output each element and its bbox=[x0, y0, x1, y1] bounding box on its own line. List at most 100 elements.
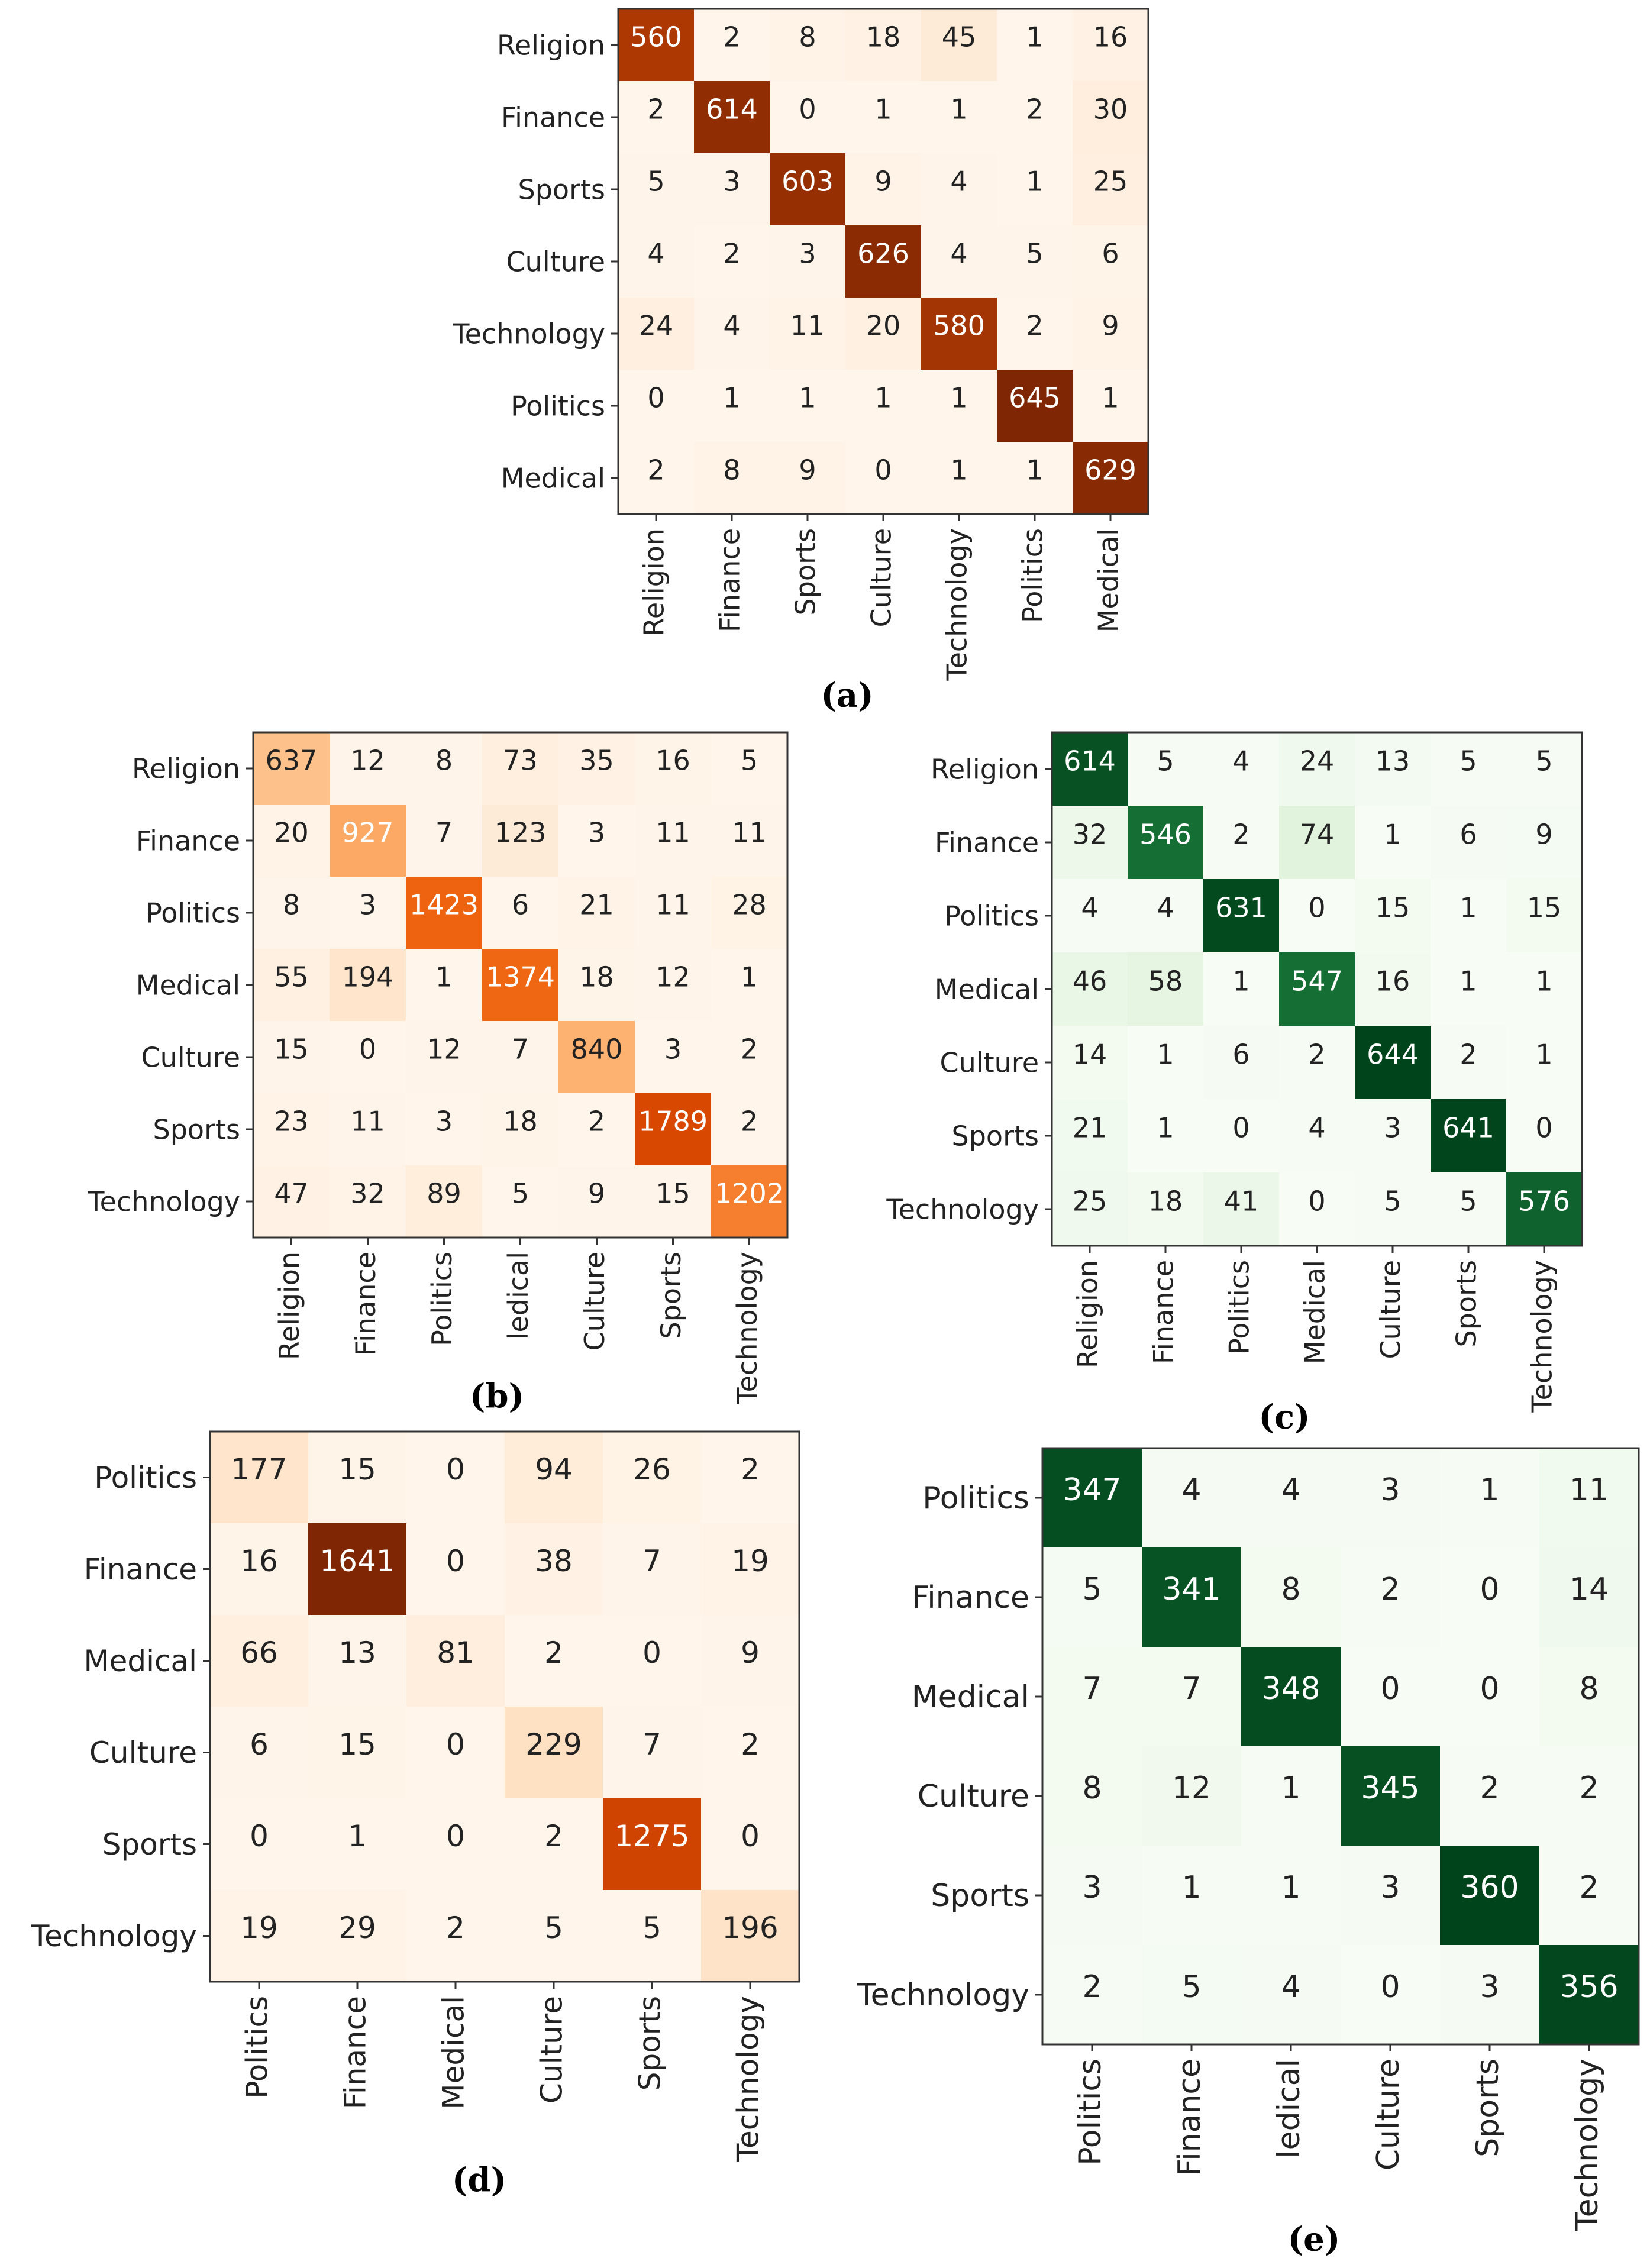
cell-value-label: 4 bbox=[723, 310, 740, 342]
cell-value-label: 4 bbox=[647, 238, 664, 270]
cell-value-label: 0 bbox=[799, 93, 816, 125]
cell-value-label: 21 bbox=[1073, 1112, 1107, 1144]
heatmap-cell bbox=[635, 1165, 711, 1238]
heatmap-cell bbox=[1440, 1746, 1539, 1846]
cell-value-label: 19 bbox=[240, 1911, 278, 1945]
heatmap-cell bbox=[711, 1165, 787, 1238]
heatmap-cell bbox=[1440, 1448, 1539, 1547]
plot-frame bbox=[1041, 1447, 1640, 2046]
heatmap-cell bbox=[635, 949, 711, 1021]
heatmap-cell bbox=[711, 1021, 787, 1093]
heatmap-cell bbox=[1341, 1945, 1440, 2044]
cell-value-label: 20 bbox=[274, 817, 309, 849]
cell-value-label: 18 bbox=[579, 961, 614, 993]
cell-value-label: 580 bbox=[933, 310, 985, 342]
y-tick-label-politics: Politics bbox=[922, 1481, 1029, 1516]
cell-value-label: 15 bbox=[656, 1178, 690, 1210]
x-tick-label-religion: Religion bbox=[638, 528, 670, 637]
cell-value-label: 14 bbox=[1570, 1572, 1609, 1607]
cell-value-label: 1 bbox=[1460, 965, 1477, 997]
heatmap-cell bbox=[210, 1798, 308, 1890]
cell-value-label: 5 bbox=[1082, 1572, 1102, 1607]
cell-value-label: 0 bbox=[446, 1452, 465, 1487]
cell-value-label: 16 bbox=[1375, 965, 1410, 997]
x-tick-label-sports: Sports bbox=[1470, 2059, 1506, 2157]
cell-value-label: 41 bbox=[1224, 1185, 1259, 1217]
y-tick-label-culture: Culture bbox=[918, 1779, 1029, 1814]
cell-value-label: 5 bbox=[1460, 1185, 1477, 1217]
cell-value-label: 2 bbox=[1026, 310, 1043, 342]
cell-value-label: 2 bbox=[647, 93, 664, 125]
cell-value-label: 927 bbox=[342, 817, 394, 849]
heatmap-cell bbox=[603, 1707, 701, 1798]
cell-value-label: 1 bbox=[1535, 965, 1552, 997]
cell-value-label: 0 bbox=[1480, 1572, 1499, 1607]
cell-value-label: 645 bbox=[1009, 382, 1061, 414]
cell-value-label: 5 bbox=[544, 1911, 563, 1945]
cell-value-label: 3 bbox=[1380, 1472, 1400, 1508]
cell-value-label: 28 bbox=[732, 889, 767, 921]
heatmap-cell bbox=[330, 949, 406, 1021]
cell-value-label: 4 bbox=[1181, 1472, 1201, 1508]
cell-value-label: 1 bbox=[741, 961, 758, 993]
heatmap-cell bbox=[635, 732, 711, 805]
heatmap-cell bbox=[253, 1093, 330, 1165]
cell-value-label: 15 bbox=[338, 1452, 376, 1487]
heatmap-cell bbox=[406, 1890, 505, 1982]
cell-value-label: 9 bbox=[1535, 819, 1552, 851]
heatmap-cell bbox=[997, 298, 1073, 370]
cell-value-label: 8 bbox=[723, 454, 740, 486]
cell-value-label: 18 bbox=[503, 1106, 538, 1138]
heatmap-cell bbox=[1128, 732, 1203, 806]
cell-value-label: 29 bbox=[338, 1911, 376, 1945]
y-tick-label-finance: Finance bbox=[912, 1580, 1029, 1616]
cell-value-label: 2 bbox=[723, 238, 740, 270]
heatmap-cell bbox=[406, 1615, 505, 1707]
heatmap-cell bbox=[406, 1093, 482, 1165]
heatmap-cell bbox=[1128, 1099, 1203, 1172]
heatmap-cell bbox=[1539, 1846, 1639, 1945]
cell-value-label: 1423 bbox=[409, 889, 479, 921]
cell-value-label: 5 bbox=[741, 745, 758, 777]
heatmap-cell bbox=[845, 370, 921, 442]
heatmap-cell bbox=[694, 442, 770, 514]
heatmap-cell bbox=[711, 949, 787, 1021]
cell-value-label: 9 bbox=[799, 454, 816, 486]
heatmap-cell bbox=[1203, 806, 1279, 879]
cell-value-label: 0 bbox=[446, 1727, 465, 1762]
cell-value-label: 30 bbox=[1093, 93, 1128, 125]
heatmap-cell bbox=[1440, 1945, 1539, 2044]
cell-value-label: 25 bbox=[1093, 166, 1128, 198]
cell-value-label: 560 bbox=[630, 21, 682, 53]
heatmap-cell bbox=[1279, 732, 1355, 806]
heatmap-cell bbox=[1128, 1172, 1203, 1246]
heatmap-cell bbox=[997, 9, 1073, 81]
cell-value-label: 629 bbox=[1084, 454, 1136, 486]
heatmap-cell bbox=[253, 1021, 330, 1093]
heatmap-cell bbox=[1431, 732, 1506, 806]
heatmap-cell bbox=[1042, 1846, 1142, 1945]
cell-value-label: 66 bbox=[240, 1636, 278, 1670]
cell-value-label: 35 bbox=[579, 745, 614, 777]
cell-value-label: 1 bbox=[1157, 1112, 1174, 1144]
heatmap-cell bbox=[308, 1523, 406, 1615]
cell-value-label: 5 bbox=[642, 1911, 661, 1945]
heatmap-cell bbox=[1042, 1945, 1142, 2044]
heatmap-cell bbox=[1431, 1172, 1506, 1246]
heatmap-cell bbox=[770, 442, 845, 514]
heatmap-cell bbox=[308, 1707, 406, 1798]
cell-value-label: 25 bbox=[1073, 1185, 1107, 1217]
heatmap-cell bbox=[406, 1523, 505, 1615]
heatmap-cell bbox=[253, 877, 330, 949]
heatmap-cell bbox=[406, 1021, 482, 1093]
heatmap-cell bbox=[558, 1021, 635, 1093]
cell-value-label: 603 bbox=[782, 166, 834, 198]
heatmap-cell bbox=[1042, 1746, 1142, 1846]
heatmap-cell bbox=[618, 9, 694, 81]
heatmap-cell bbox=[482, 732, 558, 805]
cell-value-label: 614 bbox=[706, 93, 758, 125]
cell-value-label: 0 bbox=[1232, 1112, 1249, 1144]
heatmap-cell bbox=[1279, 1099, 1355, 1172]
